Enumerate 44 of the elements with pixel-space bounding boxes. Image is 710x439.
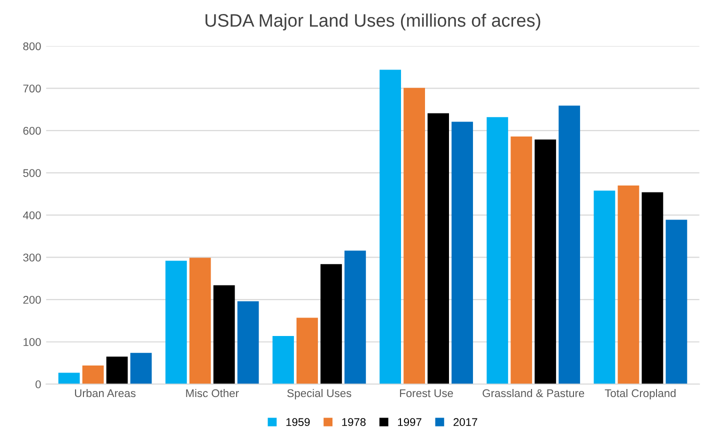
bar <box>58 372 80 384</box>
x-tick-label: Special Uses <box>287 388 352 400</box>
bar <box>189 258 211 384</box>
y-tick-label: 700 <box>23 84 41 92</box>
x-tick-label: Total Cropland <box>604 388 676 400</box>
legend-label: 2017 <box>454 418 478 426</box>
y-tick-label: 600 <box>23 126 41 135</box>
bar <box>82 366 104 384</box>
bar <box>534 139 556 384</box>
bar <box>642 192 664 384</box>
bar <box>165 260 187 384</box>
bar <box>594 190 616 384</box>
y-tick-label: 400 <box>23 211 41 220</box>
y-tick-label: 0 <box>36 380 41 388</box>
x-tick-label: Forest Use <box>400 389 453 398</box>
y-tick-label: 100 <box>24 338 41 346</box>
bar <box>452 122 473 384</box>
bar <box>486 117 508 384</box>
bar <box>213 285 235 384</box>
y-tick-label: 200 <box>23 296 41 304</box>
bar <box>510 136 532 384</box>
bar <box>320 264 342 384</box>
bar <box>272 336 294 384</box>
y-tick-label: 300 <box>23 254 41 262</box>
legend-label: 1959 <box>286 418 310 426</box>
x-tick-label: Misc Other <box>186 388 239 398</box>
x-tick-label: Urban Areas <box>75 388 136 398</box>
bar <box>130 352 152 384</box>
bar <box>404 88 426 384</box>
bar <box>380 70 402 384</box>
bar <box>428 113 449 384</box>
y-tick-label: 800 <box>23 42 41 50</box>
bar <box>666 220 688 384</box>
chart-title: USDA Major Land Uses (millions of acres) <box>206 14 540 30</box>
bar <box>106 356 128 384</box>
legend-label: 1978 <box>342 418 366 426</box>
x-tick-label: Grassland & Pasture <box>482 388 584 398</box>
bar <box>558 106 580 384</box>
legend-label: 1997 <box>398 418 422 426</box>
bar <box>344 250 366 384</box>
bar <box>237 301 259 384</box>
y-tick-label: 500 <box>23 169 41 177</box>
bar <box>618 186 640 384</box>
bar <box>296 318 318 384</box>
